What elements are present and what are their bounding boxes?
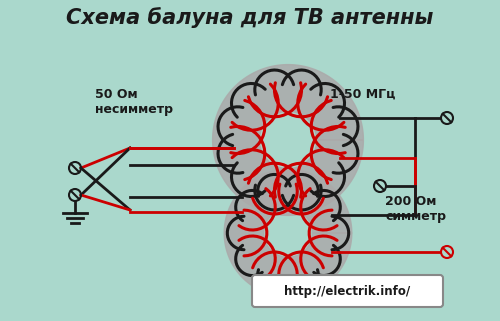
Polygon shape	[212, 65, 364, 215]
Text: 200 Ом
симметр: 200 Ом симметр	[385, 195, 446, 223]
Text: 1-50 МГц: 1-50 МГц	[330, 88, 396, 101]
Text: http://electrik.info/: http://electrik.info/	[284, 284, 410, 298]
Text: 50 Ом
несимметр: 50 Ом несимметр	[95, 88, 173, 116]
Polygon shape	[224, 169, 352, 297]
FancyBboxPatch shape	[252, 275, 443, 307]
Text: Схема балуна для ТВ антенны: Схема балуна для ТВ антенны	[66, 7, 434, 29]
